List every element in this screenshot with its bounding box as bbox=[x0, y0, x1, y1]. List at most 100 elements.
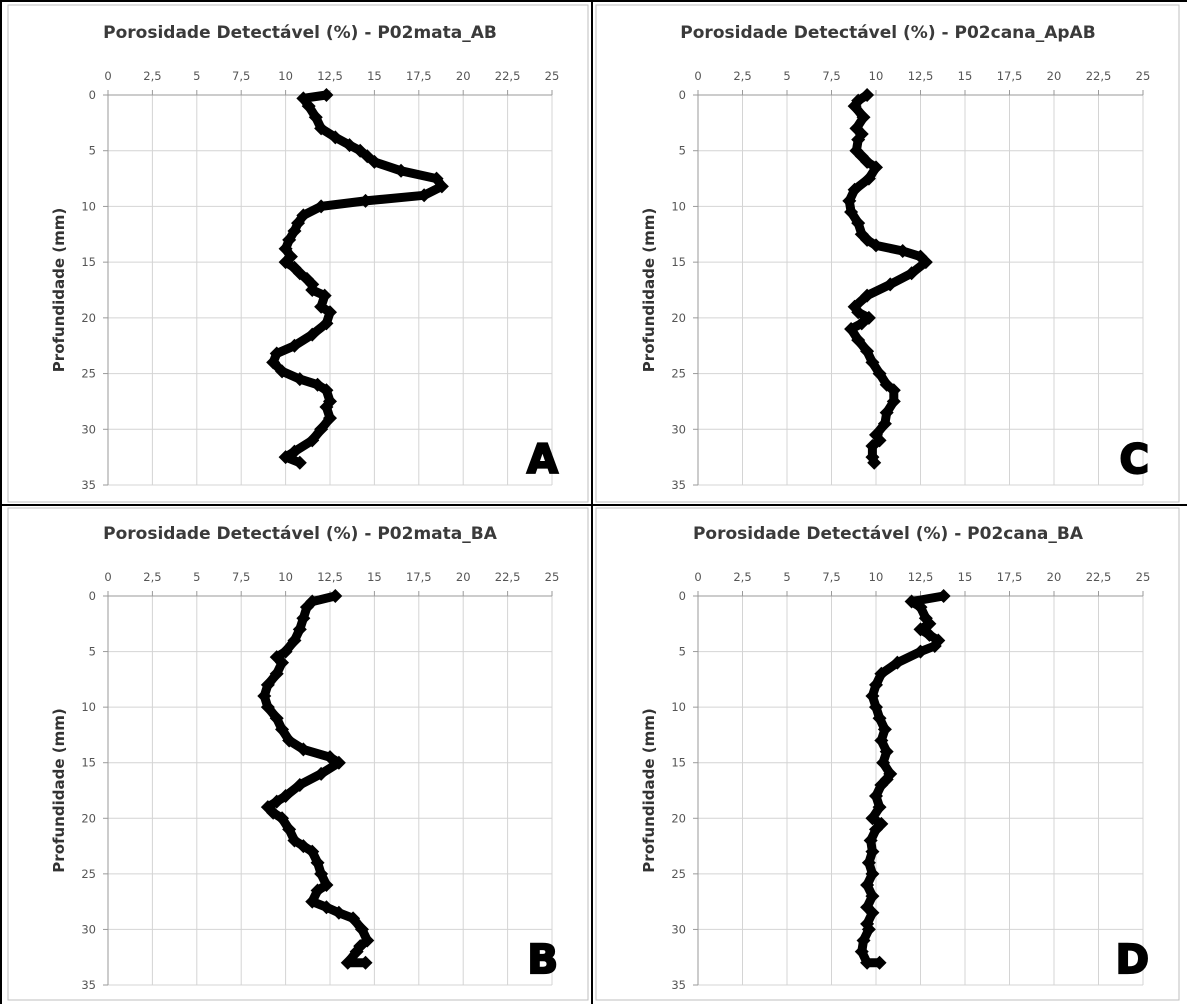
data-point-marker bbox=[305, 433, 320, 448]
x-tick-label: 5 bbox=[193, 570, 200, 584]
data-point-marker bbox=[877, 722, 892, 737]
data-point-marker bbox=[865, 439, 880, 453]
data-point-marker bbox=[319, 316, 334, 331]
data-point-marker bbox=[292, 622, 307, 637]
data-point-marker bbox=[331, 755, 346, 770]
data-point-marker bbox=[869, 677, 883, 692]
x-tick-label: 12,5 bbox=[317, 69, 343, 83]
data-point-marker bbox=[314, 299, 329, 314]
data-point-marker bbox=[865, 844, 880, 859]
data-point-marker bbox=[872, 955, 887, 970]
x-tick-label: 20 bbox=[1047, 570, 1062, 584]
data-point-marker bbox=[269, 666, 284, 681]
data-point-marker bbox=[434, 179, 449, 194]
chart-panel-A: Porosidade Detectável (%) - P02mata_AB 0 2… bbox=[7, 4, 589, 503]
data-point-marker bbox=[358, 193, 373, 208]
y-tick-label: 0 bbox=[679, 88, 686, 102]
y-tick-label: 10 bbox=[81, 700, 96, 714]
y-tick-label: 30 bbox=[81, 922, 96, 936]
x-tick-label: 7,5 bbox=[822, 69, 840, 83]
data-point-marker bbox=[872, 800, 887, 815]
chart-title: Porosidade Detectável (%) - P02mata_AB bbox=[103, 23, 497, 43]
data-point-marker bbox=[869, 822, 883, 837]
data-point-marker bbox=[319, 383, 334, 398]
y-tick-label: 35 bbox=[671, 478, 686, 492]
data-point-marker bbox=[865, 811, 880, 826]
y-tick-label: 5 bbox=[679, 144, 686, 158]
x-tick-label: 7,5 bbox=[822, 570, 840, 584]
data-point-marker bbox=[275, 811, 290, 826]
data-point-marker bbox=[323, 305, 337, 320]
data-point-marker bbox=[310, 855, 325, 870]
data-point-marker bbox=[842, 193, 857, 208]
data-point-marker bbox=[296, 742, 311, 757]
data-point-marker bbox=[260, 677, 275, 692]
data-point-marker bbox=[904, 594, 919, 609]
data-point-marker bbox=[922, 616, 937, 631]
data-point-marker bbox=[417, 188, 432, 203]
y-tick-label: 20 bbox=[671, 311, 686, 325]
x-tick-label: 22,5 bbox=[495, 570, 521, 584]
x-tick-label: 10 bbox=[278, 570, 293, 584]
data-point-marker bbox=[854, 316, 869, 331]
data-point-marker bbox=[856, 933, 871, 948]
data-point-marker bbox=[904, 266, 919, 281]
data-point-marker bbox=[305, 844, 320, 859]
data-point-marker bbox=[918, 255, 933, 270]
data-point-marker bbox=[287, 444, 302, 459]
y-tick-label: 25 bbox=[81, 867, 96, 881]
data-point-marker bbox=[860, 955, 875, 970]
data-point-marker bbox=[872, 366, 887, 381]
y-tick-label: 35 bbox=[81, 978, 96, 992]
x-tick-label: 22,5 bbox=[495, 69, 521, 83]
y-tick-label: 30 bbox=[671, 422, 686, 436]
y-tick-label: 20 bbox=[81, 311, 96, 325]
data-point-marker bbox=[319, 88, 334, 102]
x-tick-label: 15 bbox=[958, 570, 973, 584]
data-point-marker bbox=[856, 110, 871, 125]
data-point-marker bbox=[861, 922, 876, 937]
data-point-marker bbox=[310, 883, 325, 898]
data-point-marker bbox=[860, 877, 875, 892]
panel-label: C bbox=[1120, 437, 1149, 483]
x-tick-label: 12,5 bbox=[908, 69, 934, 83]
chart-title: Porosidade Detectável (%) - P02mata_BA bbox=[103, 524, 498, 544]
data-point-marker bbox=[282, 733, 297, 748]
y-tick-label: 35 bbox=[671, 978, 686, 992]
panel-frame bbox=[595, 507, 1180, 1001]
x-tick-label: 25 bbox=[545, 69, 560, 83]
data-point-marker bbox=[865, 905, 880, 920]
panel-label: D bbox=[1116, 937, 1149, 983]
x-tick-label: 12,5 bbox=[317, 570, 343, 584]
data-point-marker bbox=[331, 905, 346, 920]
data-point-marker bbox=[854, 944, 869, 959]
data-point-marker bbox=[869, 700, 883, 715]
data-point-marker bbox=[278, 644, 293, 659]
data-point-marker bbox=[296, 839, 311, 854]
y-tick-label: 5 bbox=[679, 645, 686, 659]
y-tick-label: 15 bbox=[671, 756, 686, 770]
x-tick-label: 0 bbox=[694, 570, 701, 584]
y-tick-label: 30 bbox=[671, 922, 686, 936]
data-point-marker bbox=[367, 154, 382, 169]
y-tick-label: 0 bbox=[679, 589, 686, 603]
x-tick-label: 20 bbox=[456, 69, 471, 83]
data-point-marker bbox=[305, 283, 320, 297]
y-axis-label: Profundidade (mm) bbox=[50, 208, 68, 372]
data-point-marker bbox=[287, 223, 302, 238]
y-tick-label: 15 bbox=[81, 255, 96, 269]
x-tick-label: 0 bbox=[694, 69, 701, 83]
data-point-marker bbox=[890, 655, 905, 670]
x-tick-label: 25 bbox=[1136, 570, 1151, 584]
y-tick-label: 15 bbox=[671, 255, 686, 269]
data-point-marker bbox=[349, 944, 364, 959]
data-point-marker bbox=[851, 132, 866, 147]
x-tick-label: 0 bbox=[104, 69, 111, 83]
data-point-marker bbox=[275, 655, 290, 670]
y-tick-label: 25 bbox=[81, 367, 96, 381]
data-point-marker bbox=[847, 182, 862, 197]
data-point-marker bbox=[328, 130, 343, 145]
x-tick-label: 0 bbox=[104, 570, 111, 584]
data-point-marker bbox=[319, 877, 334, 892]
